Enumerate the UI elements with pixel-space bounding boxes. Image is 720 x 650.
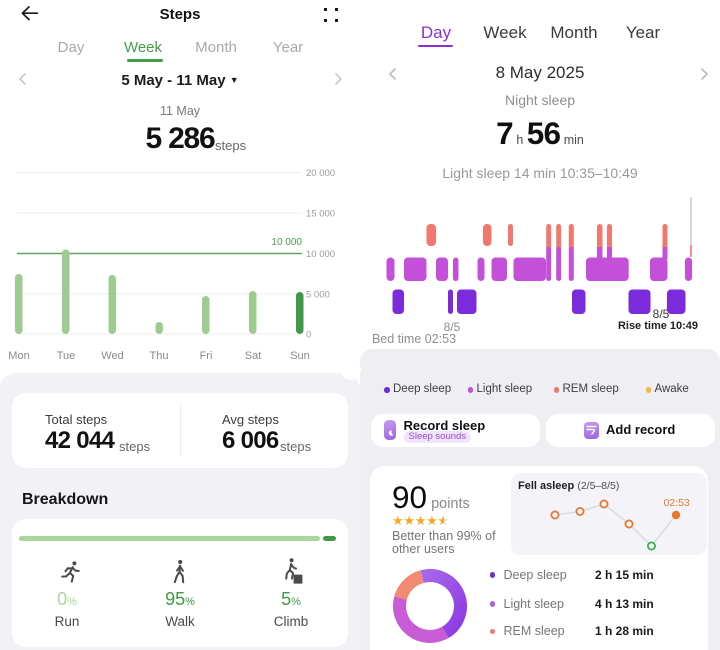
svg-text:Sun: Sun: [290, 350, 310, 362]
svg-text:0: 0: [306, 330, 311, 341]
svg-text:5 000: 5 000: [306, 290, 330, 301]
svg-text:10 000: 10 000: [271, 237, 302, 248]
svg-text:Tue: Tue: [57, 350, 76, 362]
svg-text:Sat: Sat: [245, 350, 262, 362]
svg-text:Fri: Fri: [200, 350, 213, 362]
svg-text:Mon: Mon: [8, 350, 29, 362]
svg-text:20 000: 20 000: [306, 168, 335, 179]
svg-text:Thu: Thu: [150, 350, 169, 362]
svg-text:15 000: 15 000: [306, 209, 335, 220]
svg-text:10 000: 10 000: [306, 249, 335, 260]
svg-text:Wed: Wed: [101, 350, 123, 362]
